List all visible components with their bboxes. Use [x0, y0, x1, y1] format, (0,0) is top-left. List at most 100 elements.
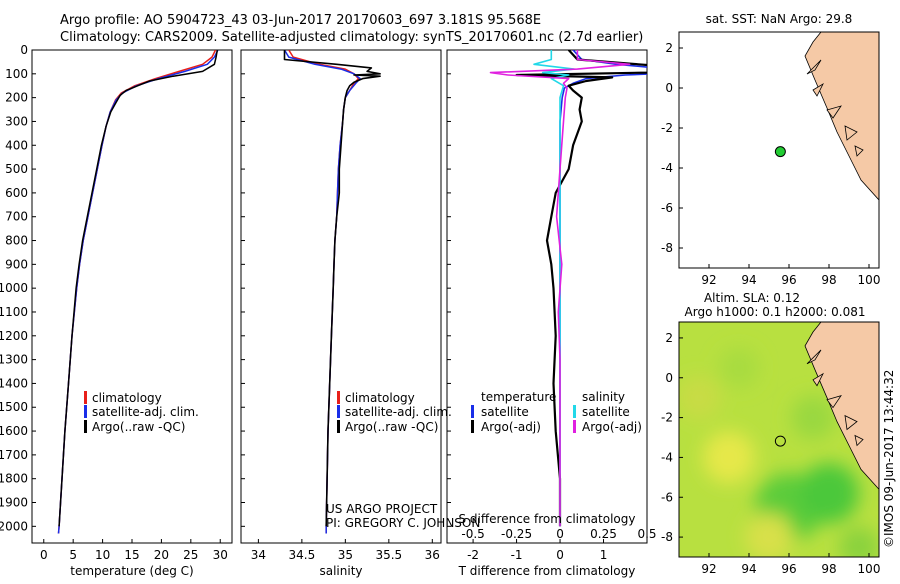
legend-swatch-satellite [84, 405, 87, 418]
s-difference-xlabel: S difference from climatology [459, 512, 636, 526]
x-tick-label: 36 [425, 548, 440, 562]
profile-location-marker [774, 435, 786, 447]
series-line-t-argo-adj- [515, 50, 647, 527]
legend-swatch-climatology [84, 391, 87, 404]
x-tick-label: 5 [69, 548, 77, 562]
series-line-climatology [288, 50, 360, 534]
x2-tick-label: 0.5 [637, 527, 656, 541]
legend-swatch-t-satellite [471, 405, 474, 418]
map-y-tick-label: -4 [661, 161, 673, 175]
y-tick-label: 400 [5, 138, 28, 152]
legend-label-satellite: satellite-adj. clim. [345, 405, 452, 419]
y-tick-label: 1900 [0, 496, 28, 510]
map-x-tick-label: 92 [701, 562, 716, 576]
island [826, 395, 842, 409]
y-tick-label: 300 [5, 114, 28, 128]
map-y-tick-label: -6 [661, 201, 673, 215]
map-x-tick-label: 100 [858, 273, 881, 287]
sst-map: 92 94 96 98 100 2 0 -2 -4 -6 -8 [661, 31, 881, 287]
sla-patch [679, 375, 721, 420]
series-line-satellite-adj-clim- [57, 50, 219, 534]
y-tick-label: 100 [5, 67, 28, 81]
legend-swatch-s-satellite [573, 405, 576, 418]
y-tick-label: 600 [5, 186, 28, 200]
difference-chart: -2 -1 0 1 -0.5 -0.25 0 0.25 0.5 [461, 50, 657, 562]
map-x-tick-label: 100 [858, 562, 881, 576]
project-name: US ARGO PROJECT [326, 502, 438, 516]
land-sumatra [804, 32, 879, 201]
sla-map-title-1: Altim. SLA: 0.12 [704, 291, 800, 305]
legend-label-t-satellite: satellite [481, 405, 529, 419]
profile-title: Argo profile: AO 5904723_43 03-Jun-2017 … [60, 13, 541, 28]
y-tick-label: 1600 [0, 424, 28, 438]
sla-patch [703, 431, 755, 484]
map-x-tick-label: 96 [781, 273, 796, 287]
y-tick-label: 1700 [0, 448, 28, 462]
map-y-tick-label: -8 [661, 530, 673, 544]
y-tick-label: 1000 [0, 281, 28, 295]
legend-swatch-t-argo [471, 420, 474, 433]
climatology-title: Climatology: CARS2009. Satellite-adjuste… [60, 30, 643, 45]
series-group [57, 50, 219, 534]
island [844, 414, 858, 431]
sla-field [679, 347, 879, 557]
x2-tick-label: -0.25 [501, 527, 532, 541]
map-y-tick-label: -2 [661, 411, 673, 425]
x2-tick-label: 0.25 [590, 527, 617, 541]
y-tick-label: 1200 [0, 329, 28, 343]
map-x-tick-label: 92 [701, 273, 716, 287]
legend-label-climatology: climatology [92, 391, 162, 405]
x-tick-label: 34 [251, 548, 266, 562]
map-y-tick-label: -4 [661, 450, 673, 464]
map-y-tick-label: 0 [665, 371, 673, 385]
island [854, 434, 864, 447]
map-y-tick-label: -8 [661, 241, 673, 255]
sla-map: 92 94 96 98 100 2 0 -2 -4 -6 -8 [661, 321, 881, 576]
sla-map-title-2: Argo h1000: 0.1 h2000: 0.081 [685, 305, 866, 319]
legend-swatch-climatology [337, 391, 340, 404]
legend-label-argo: Argo(..raw -QC) [92, 420, 185, 434]
map-x-tick-label: 94 [741, 562, 756, 576]
y-tick-label: 500 [5, 162, 28, 176]
project-pi: PI: GREGORY C. JOHNSON [326, 516, 480, 530]
series-line-argo-raw-qc- [58, 50, 219, 527]
series-line-climatology [57, 50, 217, 534]
legend-swatch-argo [337, 420, 340, 433]
sst-map-title: sat. SST: NaN Argo: 29.8 [706, 12, 853, 26]
x-tick-label: 25 [183, 548, 198, 562]
salinity-xlabel: salinity [319, 564, 362, 578]
profile-location-marker [774, 146, 786, 158]
y-tick-label: 900 [5, 257, 28, 271]
map-y-tick-label: 2 [665, 331, 673, 345]
series-line-satellite-adj-clim- [283, 50, 361, 534]
legend-label-s-argo: Argo(-adj) [582, 420, 642, 434]
sla-patch [745, 513, 793, 557]
series-group [283, 50, 381, 534]
temperature-legend: climatology satellite-adj. clim. Argo(..… [84, 391, 199, 434]
y-tick-label: 1100 [0, 305, 28, 319]
land-sumatra [804, 322, 879, 490]
legend-swatch-s-argo [573, 420, 576, 433]
x-tick-label: -2 [467, 548, 479, 562]
x-tick-label: 15 [124, 548, 139, 562]
sla-patch [719, 347, 759, 388]
map-y-tick-label: 0 [665, 81, 673, 95]
legend-label-climatology: climatology [345, 391, 415, 405]
x-tick-label: -1 [511, 548, 523, 562]
series-line-argo-raw-qc- [283, 50, 381, 527]
x-tick-label: 0 [40, 548, 48, 562]
sla-patch [839, 527, 879, 557]
series-group [489, 50, 647, 527]
legend-swatch-satellite [337, 405, 340, 418]
island [826, 105, 842, 119]
y-tick-label: 2000 [0, 519, 28, 533]
t-difference-xlabel: T difference from climatology [458, 564, 636, 578]
y-tick-label: 1400 [0, 376, 28, 390]
legend-label-s-satellite: satellite [582, 405, 630, 419]
island [812, 372, 824, 387]
sla-patch [799, 463, 859, 524]
map-y-tick-label: -2 [661, 121, 673, 135]
legend-swatch-argo [84, 420, 87, 433]
